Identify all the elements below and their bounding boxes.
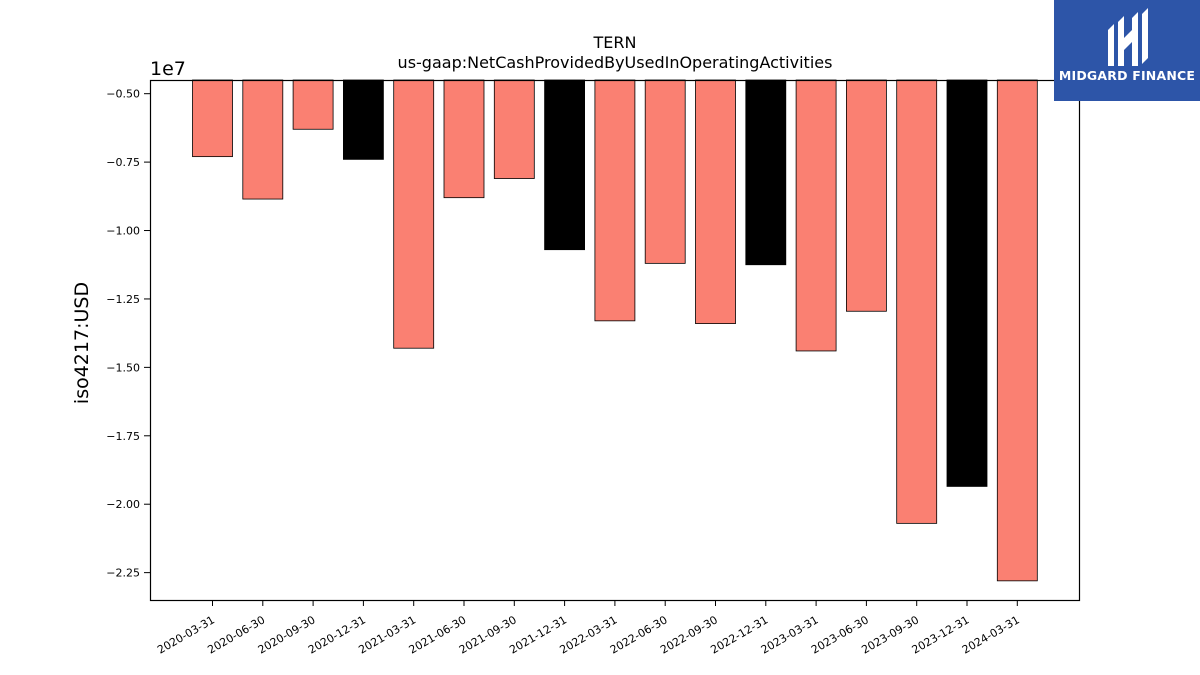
bar-2023-12-31 — [946, 79, 988, 487]
midgard-logo-icon — [1108, 8, 1148, 66]
y-tick-label: −1.50 — [106, 361, 140, 374]
plot-frame — [149, 79, 1081, 602]
logo-text: MIDGARD FINANCE — [1058, 68, 1196, 83]
bars-group — [192, 79, 1038, 582]
y-axis: −0.50 −0.75 −1.00 −1.25 −1.50 −1.75 −2.00 −2.25 — [106, 88, 150, 580]
bar-2022-03-31 — [594, 79, 636, 322]
y-tick-label: −0.50 — [106, 88, 140, 101]
bar-2020-03-31 — [192, 79, 233, 158]
bar-2022-09-30 — [695, 79, 736, 324]
y-tick-label: −0.75 — [106, 156, 140, 169]
bar-2020-09-30 — [292, 79, 334, 130]
bar-2023-06-30 — [846, 79, 887, 312]
x-axis: 2020-03-312020-06-302020-09-302020-12-31… — [155, 600, 1022, 657]
y-axis-label: iso4217:USD — [71, 282, 93, 404]
y-tick-label: −1.00 — [106, 225, 140, 238]
midgard-finance-logo: MIDGARD FINANCE — [1054, 0, 1200, 101]
bar-2023-09-30 — [896, 79, 938, 524]
bar-2021-03-31 — [393, 79, 435, 349]
bar-2020-12-31 — [342, 79, 384, 160]
y-tick-label: −2.00 — [106, 498, 140, 511]
bar-2021-12-31 — [544, 79, 585, 251]
y-tick-label: −2.25 — [106, 567, 140, 580]
y-tick-label: −1.25 — [106, 293, 140, 306]
bar-2022-12-31 — [745, 79, 787, 266]
y-offset-label: 1e7 — [150, 58, 186, 80]
chart-subtitle: us-gaap:NetCashProvidedByUsedInOperating… — [398, 53, 833, 72]
chart-title: TERN — [593, 33, 637, 52]
x-tick-label: 2024-03-31 — [960, 613, 1022, 656]
bar-2024-03-31 — [996, 79, 1038, 582]
y-tick-label: −1.75 — [106, 430, 140, 443]
bar-2022-06-30 — [644, 79, 686, 264]
bar-2020-06-30 — [242, 79, 284, 200]
bar-2023-03-31 — [795, 79, 837, 352]
bar-2021-06-30 — [443, 79, 485, 199]
bar-2021-09-30 — [493, 79, 535, 179]
